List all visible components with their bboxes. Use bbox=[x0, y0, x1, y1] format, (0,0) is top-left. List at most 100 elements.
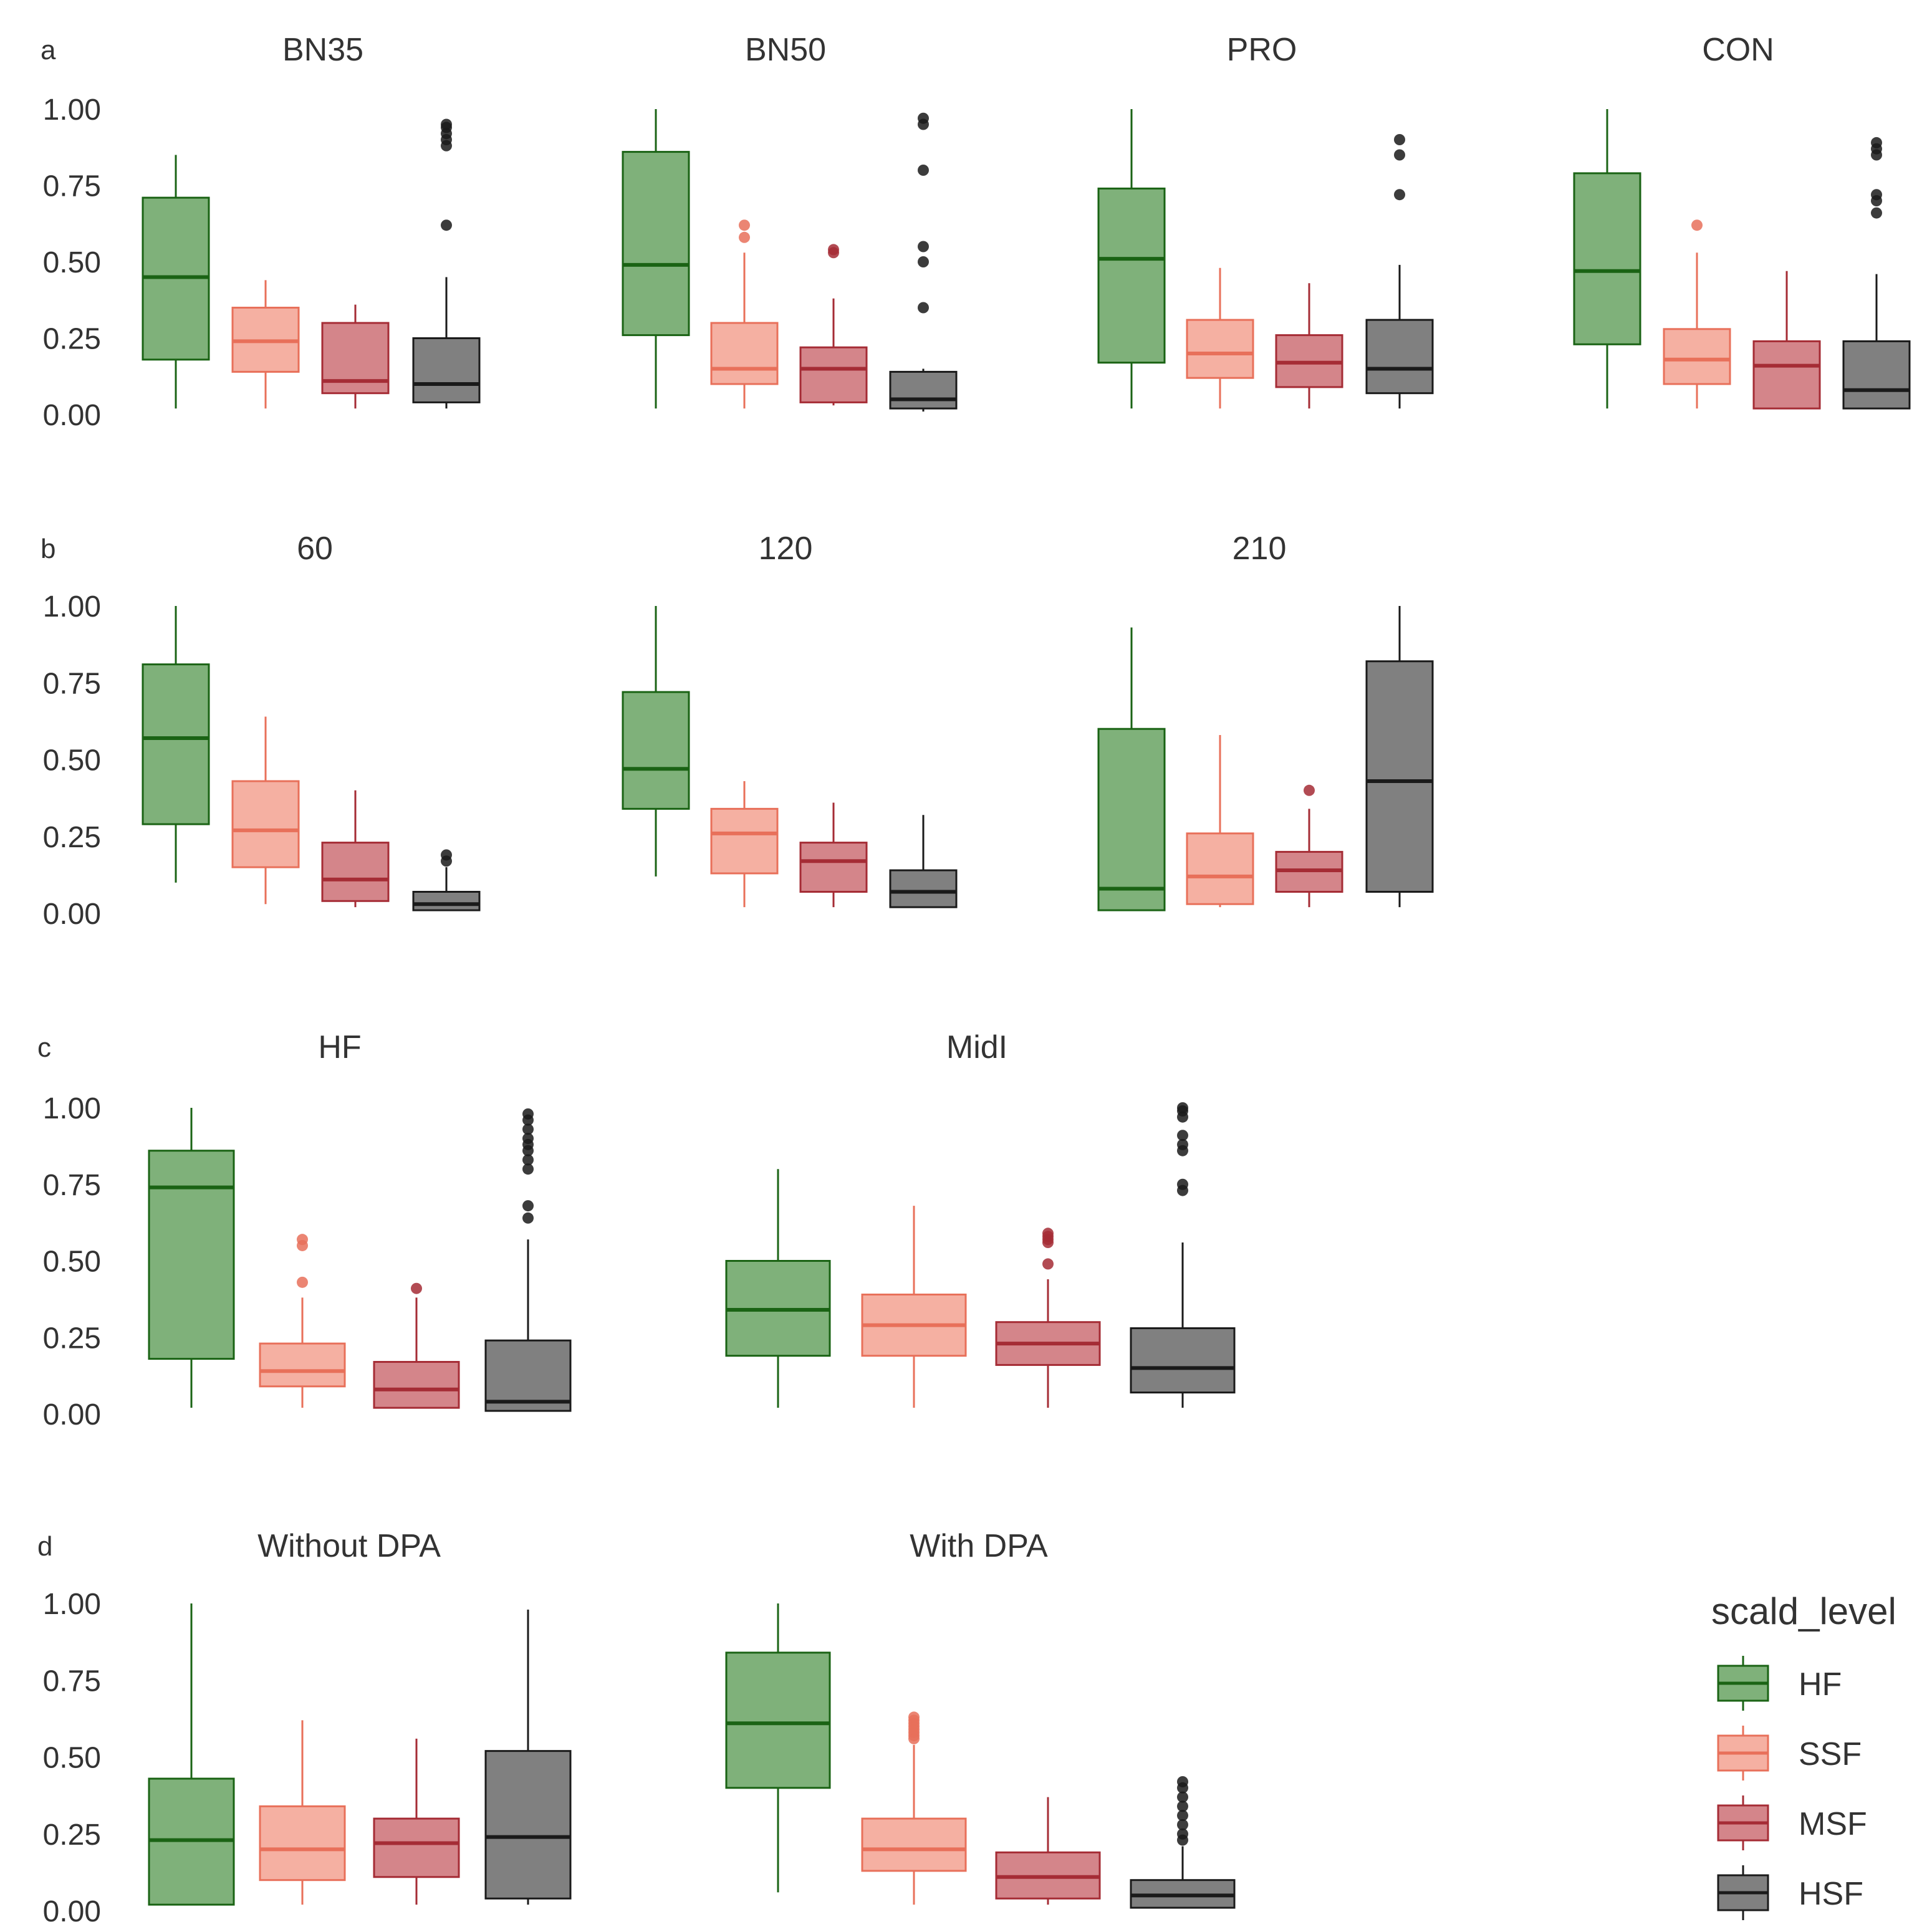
legend-item-hsf: HSF bbox=[1717, 1865, 1863, 1920]
facet-title: MidI bbox=[946, 1029, 1007, 1065]
box-msf bbox=[995, 1228, 1101, 1408]
outlier-point bbox=[1871, 189, 1882, 201]
box-hf bbox=[1573, 109, 1641, 409]
box-iqr bbox=[373, 1817, 460, 1878]
outlier-point bbox=[1177, 1138, 1188, 1150]
box-hf bbox=[622, 109, 690, 409]
facet-title: 210 bbox=[1233, 531, 1287, 567]
legend-label: HSF bbox=[1799, 1876, 1863, 1912]
box-iqr bbox=[142, 663, 210, 825]
y-axis: 0.00 0.25 0.50 0.75 1.00 bbox=[43, 94, 101, 432]
outlier-point bbox=[522, 1108, 534, 1120]
y-tick-label: 0.00 bbox=[43, 1398, 101, 1431]
y-tick-label: 0.50 bbox=[43, 1742, 101, 1775]
outlier-point bbox=[1177, 1800, 1188, 1812]
box-hf bbox=[725, 1169, 831, 1408]
box-iqr bbox=[1663, 328, 1731, 385]
y-axis: 0.00 0.25 0.50 0.75 1.00 bbox=[43, 1092, 101, 1431]
box-ssf bbox=[231, 716, 300, 905]
box-hsf bbox=[1842, 137, 1911, 410]
box-iqr bbox=[484, 1339, 572, 1412]
box-iqr bbox=[799, 346, 868, 403]
y-tick-label: 0.25 bbox=[43, 821, 101, 854]
outlier-point bbox=[1177, 1819, 1188, 1830]
legend-item-msf: MSF bbox=[1717, 1795, 1867, 1850]
box-iqr bbox=[1752, 340, 1821, 410]
outlier-point bbox=[522, 1123, 534, 1135]
legend-item-ssf: SSF bbox=[1717, 1726, 1862, 1781]
facet-with-dpa: With DPA bbox=[725, 1528, 1236, 1909]
facet-title: BN50 bbox=[745, 32, 826, 68]
facet-210: 210 bbox=[1097, 531, 1434, 911]
outlier-point bbox=[1177, 1178, 1188, 1190]
outlier-point bbox=[522, 1154, 534, 1166]
panel-letter: c bbox=[37, 1032, 51, 1063]
box-hsf bbox=[1130, 1102, 1236, 1408]
box-hsf bbox=[484, 1108, 572, 1412]
facet-bn50: BN50 bbox=[622, 32, 958, 412]
legend-item-hf: HF bbox=[1717, 1656, 1842, 1711]
box-hsf bbox=[1130, 1776, 1236, 1909]
box-ssf bbox=[861, 1206, 967, 1408]
panel-b: b 0.00 0.25 0.50 0.75 1.00 60 120 210 bbox=[41, 531, 1434, 931]
y-tick-label: 0.50 bbox=[43, 744, 101, 777]
facet-title: With DPA bbox=[910, 1528, 1048, 1564]
outlier-point bbox=[1042, 1258, 1054, 1270]
outlier-point bbox=[297, 1276, 308, 1288]
y-axis: 0.00 0.25 0.50 0.75 1.00 bbox=[43, 590, 101, 931]
y-tick-label: 0.75 bbox=[43, 667, 101, 700]
box-msf bbox=[321, 304, 390, 409]
box-msf bbox=[995, 1797, 1101, 1905]
box-iqr bbox=[321, 842, 390, 902]
outlier-point bbox=[739, 219, 750, 231]
box-hf bbox=[148, 1108, 235, 1408]
outlier-point bbox=[1304, 784, 1315, 796]
box-hsf bbox=[1365, 134, 1434, 409]
box-ssf bbox=[1186, 267, 1254, 409]
box-iqr bbox=[1365, 660, 1434, 893]
outlier-point bbox=[918, 165, 929, 176]
facet-bn35: BN35 bbox=[142, 32, 481, 409]
y-tick-label: 1.00 bbox=[43, 1588, 101, 1621]
box-iqr bbox=[799, 842, 868, 893]
outlier-point bbox=[1177, 1828, 1188, 1840]
box-ssf bbox=[259, 1720, 346, 1905]
outlier-point bbox=[1394, 149, 1405, 161]
box-ssf bbox=[1186, 735, 1254, 908]
outlier-point bbox=[918, 241, 929, 252]
box-iqr bbox=[889, 370, 958, 410]
y-tick-label: 1.00 bbox=[43, 1092, 101, 1125]
legend-label: SSF bbox=[1799, 1736, 1862, 1772]
outlier-point bbox=[411, 1282, 422, 1294]
y-tick-label: 0.75 bbox=[43, 170, 101, 203]
y-axis: 0.00 0.25 0.50 0.75 1.00 bbox=[43, 1588, 101, 1928]
facet-title: 120 bbox=[759, 531, 813, 567]
box-iqr bbox=[1097, 187, 1166, 364]
box-iqr bbox=[412, 890, 481, 911]
outlier-point bbox=[739, 231, 750, 243]
box-ssf bbox=[231, 280, 300, 409]
box-msf bbox=[1275, 283, 1343, 409]
panel-d: d 0.00 0.25 0.50 0.75 1.00 Without DPA With DPA bbox=[37, 1528, 1236, 1928]
outlier-point bbox=[1177, 1102, 1188, 1113]
box-iqr bbox=[412, 337, 481, 403]
outlier-point bbox=[1394, 134, 1405, 145]
box-iqr bbox=[889, 869, 958, 908]
outlier-point bbox=[522, 1200, 534, 1212]
outlier-point bbox=[1691, 219, 1703, 231]
y-tick-label: 0.00 bbox=[43, 399, 101, 432]
y-tick-label: 1.00 bbox=[43, 590, 101, 623]
box-iqr bbox=[861, 1817, 967, 1872]
outlier-point bbox=[828, 244, 839, 256]
box-msf bbox=[373, 1738, 460, 1905]
panel-c: c 0.00 0.25 0.50 0.75 1.00 HF MidI bbox=[37, 1029, 1236, 1431]
outlier-point bbox=[441, 219, 452, 231]
outlier-point bbox=[441, 849, 452, 861]
box-ssf bbox=[710, 219, 779, 409]
panel-letter: d bbox=[37, 1531, 52, 1562]
outlier-point bbox=[1871, 137, 1882, 148]
box-hsf bbox=[1365, 606, 1434, 908]
y-tick-label: 0.75 bbox=[43, 1665, 101, 1698]
y-tick-label: 0.50 bbox=[43, 246, 101, 279]
